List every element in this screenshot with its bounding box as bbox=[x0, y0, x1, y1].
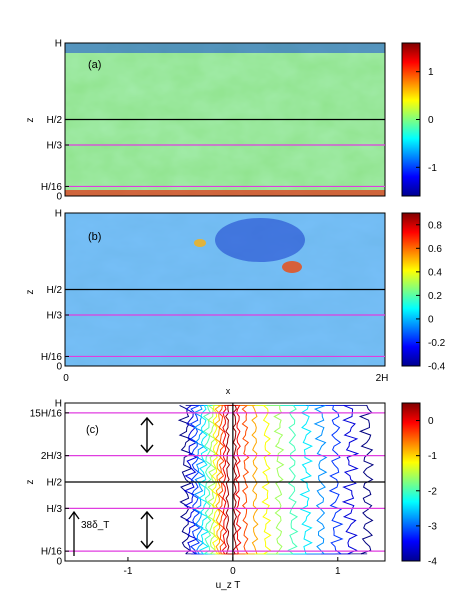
y-tick-label-c-2: 2H/3 bbox=[41, 451, 63, 462]
heatmap-a-bottom-band bbox=[65, 190, 385, 196]
panel-a-label: (a) bbox=[88, 59, 101, 71]
contour-right-2 bbox=[328, 405, 344, 555]
contour-left-7 bbox=[211, 405, 220, 555]
contour-right-5 bbox=[287, 405, 299, 555]
colorbar-tick-label-b-0: 0.8 bbox=[428, 220, 442, 231]
double-arrow-upper bbox=[140, 416, 154, 454]
y-tick-label-a-1: H/2 bbox=[46, 115, 62, 126]
heatmap-a-top-band bbox=[65, 43, 385, 53]
panel-b-xlabel: x bbox=[226, 386, 231, 396]
x-tick-label-c-0: -1 bbox=[123, 566, 132, 577]
contour-right-4 bbox=[299, 405, 313, 555]
annotation-arrow bbox=[68, 510, 80, 556]
colorbar-a-ticks: 1 0 -1 bbox=[416, 67, 437, 174]
y-tick-label-b-2: H/3 bbox=[46, 311, 62, 322]
contour-left-2 bbox=[189, 404, 201, 555]
y-tick-label-a-0: H bbox=[55, 39, 62, 50]
y-tick-label-a-4: 0 bbox=[56, 192, 62, 203]
y-tick-label-a-3: H/16 bbox=[41, 182, 63, 193]
x-tick-label-c-2: 1 bbox=[335, 566, 341, 577]
colorbar-b-ticks: 0.8 0.6 0.4 0.2 0 -0.2 -0.4 bbox=[416, 220, 446, 373]
y-ticks-b: H H/2 H/3 H/160 bbox=[41, 209, 69, 373]
colorbar-tick-label-c-3: -3 bbox=[428, 521, 437, 532]
contour-left-0 bbox=[177, 404, 193, 555]
contour-left-10 bbox=[221, 405, 228, 555]
colorbar-tick-label-a-0: 1 bbox=[428, 67, 434, 78]
contour-right-7 bbox=[261, 405, 272, 555]
colorbar-tick-label-a-1: 0 bbox=[428, 115, 434, 126]
panel-a: (a) HH/2H/3H/160 z 10-1 bbox=[25, 39, 437, 203]
y-tick-label-c-4: H/3 bbox=[46, 504, 62, 515]
y-tick-label-b-4: 0 bbox=[56, 362, 62, 373]
colorbar-tick-label-b-4: 0 bbox=[428, 314, 434, 325]
y-tick-label-b-3: H/16 bbox=[41, 352, 63, 363]
y-tick-label-a-2: H/3 bbox=[46, 141, 62, 152]
y-tick-label-c-0: H bbox=[55, 399, 62, 410]
colorbar-tick-label-b-5: -0.2 bbox=[428, 338, 446, 349]
panel-c-label: (c) bbox=[86, 424, 99, 436]
colorbar-tick-label-b-6: -0.4 bbox=[428, 362, 446, 373]
contour-left-5 bbox=[202, 405, 212, 555]
y-tick-label-b-1: H/2 bbox=[46, 285, 62, 296]
colorbar-c-ticks: 0 -1 -2 -3 -4 bbox=[416, 416, 437, 568]
panel-b-ylabel: z bbox=[25, 290, 36, 295]
guide-lines-c bbox=[65, 403, 385, 561]
colorbar-tick-label-c-2: -2 bbox=[428, 486, 437, 497]
panel-a-ylabel: z bbox=[25, 118, 36, 123]
colorbar-tick-label-c-4: -4 bbox=[428, 557, 437, 568]
y-tick-label-c-1: 15H/16 bbox=[30, 408, 63, 419]
colorbar-tick-label-c-0: 0 bbox=[428, 416, 434, 427]
panel-c-xlabel: u_z T bbox=[216, 580, 241, 591]
panel-b-label: (b) bbox=[88, 231, 101, 243]
contour-right-10 bbox=[235, 405, 242, 554]
colorbar-c bbox=[401, 402, 421, 562]
contour-left-8 bbox=[214, 404, 222, 555]
heatmap-b-hotspot bbox=[282, 261, 302, 273]
contour-right-3 bbox=[313, 404, 328, 555]
colorbar-tick-label-c-1: -1 bbox=[428, 451, 437, 462]
guide-lines-a bbox=[65, 118, 385, 188]
contour-left-4 bbox=[198, 405, 210, 555]
contour-right-9 bbox=[241, 405, 250, 555]
double-arrow-lower bbox=[140, 510, 154, 550]
contour-right-11 bbox=[232, 405, 238, 555]
heatmap-b-hotspot-2 bbox=[194, 239, 206, 247]
contour-left-3 bbox=[192, 405, 206, 555]
contour-lines bbox=[177, 404, 375, 555]
contour-right-8 bbox=[251, 405, 259, 555]
contour-right-6 bbox=[273, 405, 285, 555]
y-tick-label-c-6: 0 bbox=[56, 557, 62, 568]
colorbar-tick-label-b-3: 0.2 bbox=[428, 291, 442, 302]
contour-right-0 bbox=[358, 405, 375, 555]
y-tick-label-c-5: H/16 bbox=[41, 547, 63, 558]
panel-c-ylabel: z bbox=[25, 480, 36, 485]
contour-right-1 bbox=[341, 404, 360, 555]
panel-b: (b) HH/2H/3H/160 z 0 2H x 0.80.60.40.20-… bbox=[25, 209, 446, 397]
guide-lines-b bbox=[65, 288, 385, 358]
contour-left-6 bbox=[207, 405, 217, 555]
y-ticks-a: H H/2 H/3 H/160 bbox=[41, 39, 69, 203]
delta-annotation: 38δ_T bbox=[81, 520, 109, 531]
panel-b-xtick-0: 0 bbox=[63, 373, 69, 384]
y-tick-label-b-0: H bbox=[55, 209, 62, 220]
y-tick-label-c-3: H/2 bbox=[46, 478, 62, 489]
contour-left-9 bbox=[217, 405, 225, 554]
colorbar-b bbox=[401, 212, 421, 367]
heatmap-b-blob bbox=[215, 218, 305, 262]
x-tick-label-c-1: 0 bbox=[230, 566, 236, 577]
colorbar-tick-label-b-2: 0.4 bbox=[428, 267, 442, 278]
contour-left-11 bbox=[225, 405, 231, 555]
x-ticks-c: -1 0 1 bbox=[123, 557, 341, 577]
colorbar-tick-label-b-1: 0.6 bbox=[428, 244, 442, 255]
colorbar-tick-label-a-2: -1 bbox=[428, 163, 437, 174]
panel-b-xtick-1: 2H bbox=[376, 373, 389, 384]
